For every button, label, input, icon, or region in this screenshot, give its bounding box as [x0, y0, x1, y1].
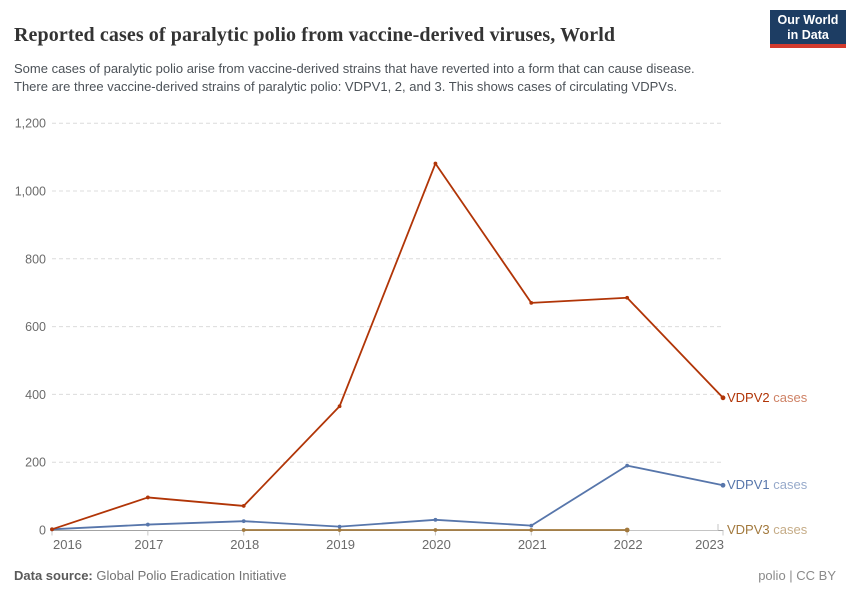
- y-tick-label: 600: [25, 320, 46, 334]
- chart-subtitle: Some cases of paralytic polio arise from…: [14, 61, 695, 94]
- y-tick-label: 1,200: [15, 117, 46, 131]
- license-note: polio | CC BY: [758, 568, 836, 583]
- data-source-label: Data source:: [14, 568, 93, 583]
- data-point-vdpv1: [433, 517, 438, 522]
- data-point-vdpv2: [720, 395, 726, 401]
- data-point-vdpv1: [720, 482, 726, 488]
- x-tick-label: 2022: [614, 537, 643, 552]
- x-tick-label: 2021: [518, 537, 547, 552]
- data-source-value: Global Polio Eradication Initiative: [96, 568, 287, 583]
- y-tick-label: 0: [39, 524, 46, 538]
- x-tick-label: 2017: [134, 537, 163, 552]
- data-point-vdpv1: [241, 519, 246, 524]
- data-point-vdpv3: [624, 527, 630, 533]
- data-point-vdpv1: [625, 463, 630, 468]
- y-tick-label: 800: [25, 252, 46, 266]
- data-point-vdpv3: [529, 528, 534, 532]
- chart-title: Reported cases of paralytic polio from v…: [14, 24, 616, 47]
- y-tick-label: 400: [25, 388, 46, 402]
- x-tick-label: 2020: [422, 537, 451, 552]
- data-point-vdpv2: [433, 161, 438, 166]
- data-point-vdpv2: [145, 495, 150, 500]
- data-point-vdpv2: [529, 300, 534, 305]
- data-point-vdpv3: [433, 528, 438, 532]
- data-point-vdpv3: [337, 528, 342, 532]
- owid-logo[interactable]: Our World in Data: [770, 10, 846, 48]
- y-tick-label: 1,000: [15, 185, 46, 199]
- chart-footer: Data source: Global Polio Eradication In…: [14, 568, 836, 583]
- series-line-vdpv2: [51, 162, 724, 531]
- x-tick-label: 2018: [230, 537, 259, 552]
- x-tick-label: 2019: [326, 537, 355, 552]
- data-point-vdpv1: [337, 524, 342, 529]
- owid-logo-line1: Our World: [777, 13, 839, 27]
- data-point-vdpv2: [625, 295, 630, 300]
- x-tick-label: 2016: [53, 537, 82, 552]
- series-line-vdpv1: [51, 464, 724, 531]
- y-tick-label: 200: [25, 456, 46, 470]
- data-point-vdpv2: [337, 404, 342, 409]
- owid-logo-line2: in Data: [787, 28, 829, 42]
- data-source: Data source: Global Polio Eradication In…: [14, 568, 286, 583]
- data-point-vdpv2: [241, 504, 246, 508]
- x-tick-label: 2023: [695, 537, 724, 552]
- data-point-vdpv3: [241, 528, 246, 532]
- data-point-vdpv1: [145, 522, 150, 527]
- data-point-vdpv1: [529, 523, 534, 528]
- data-point-vdpv2: [50, 527, 54, 532]
